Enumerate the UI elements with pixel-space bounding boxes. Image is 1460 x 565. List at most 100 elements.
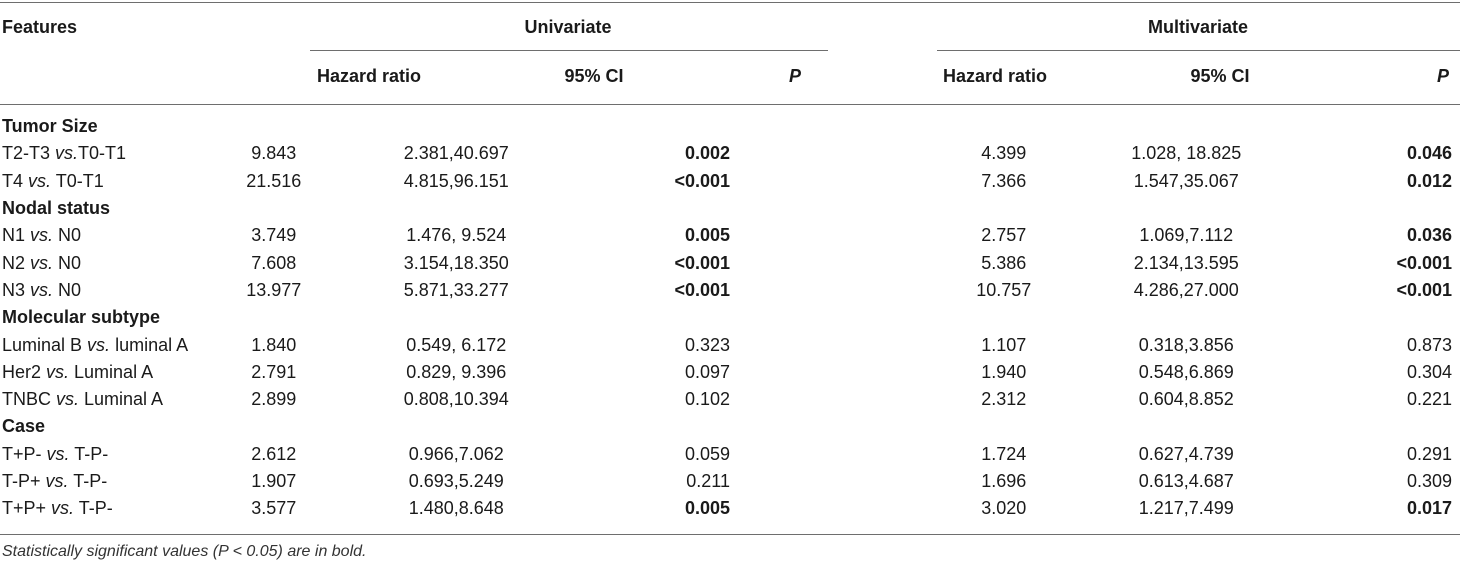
table-row: Luminal B vs. luminal A 1.840 0.549, 6.172… (0, 331, 1460, 358)
feature-reference: T0-T1 (78, 143, 127, 164)
hazard-ratio-multivariate: 1.940 (981, 361, 1027, 382)
p-value-multivariate: 0.309 (1406, 471, 1452, 491)
header-univariate: Univariate (524, 17, 612, 37)
header-hazard-ratio-univariate: Hazard ratio (316, 66, 422, 86)
feature-reference: N0 (53, 279, 82, 300)
ci-univariate: 3.154,18.350 (403, 252, 509, 273)
univariate-group-rule (310, 50, 828, 51)
section-label: Molecular subtype (2, 307, 161, 328)
table-bottom-rule (0, 534, 1460, 535)
table-row: N3 vs. N0 13.977 5.871,33.277 <0.001 10.757 4… (0, 277, 1460, 304)
p-value-multivariate: 0.304 (1406, 361, 1452, 382)
feature-name: T-P+ (2, 471, 46, 491)
column-gap (730, 441, 913, 468)
p-value-multivariate: 0.046 (1406, 143, 1452, 164)
p-value-univariate: 0.005 (684, 225, 730, 246)
p-value-univariate: 0.097 (684, 361, 730, 382)
table-body: Tumor Size T2-T3 vs.T0-T1 9.843 2.381,40.69… (0, 113, 1460, 522)
p-value-multivariate: <0.001 (1396, 279, 1452, 300)
column-gap (730, 331, 913, 358)
column-gap (730, 222, 913, 249)
column-gap (730, 168, 913, 195)
ci-multivariate: 2.134,13.595 (1133, 252, 1239, 273)
feature-vs: vs. (51, 498, 75, 519)
feature-cell: T4 vs. T0-T1 (0, 168, 183, 195)
feature-reference: N0 (53, 252, 82, 273)
header-hazard-ratio-multivariate: Hazard ratio (942, 66, 1048, 86)
table-row: N1 vs. N0 3.749 1.476, 9.524 0.005 2.757 1.06… (0, 222, 1460, 249)
ci-univariate: 4.815,96.151 (403, 170, 509, 191)
section-row: Molecular subtype (0, 304, 1460, 331)
column-gap (730, 495, 913, 522)
ci-univariate: 0.966,7.062 (408, 443, 504, 464)
table-footnote: Statistically significant values (P < 0.… (2, 543, 367, 560)
hazard-ratio-multivariate: 2.757 (981, 225, 1027, 246)
feature-reference: Luminal A (79, 389, 164, 410)
section-row: Tumor Size (0, 113, 1460, 140)
feature-vs: vs. (46, 361, 70, 382)
header-ci-univariate: 95% CI (564, 66, 624, 86)
ci-multivariate: 0.548,6.869 (1138, 361, 1234, 382)
section-label: Nodal status (2, 198, 111, 219)
feature-cell: N3 vs. N0 (0, 277, 183, 304)
feature-cell: N1 vs. N0 (0, 222, 183, 249)
multivariate-group-rule (937, 50, 1460, 51)
hazard-ratio-multivariate: 1.107 (981, 334, 1027, 355)
feature-reference: T0-T1 (51, 170, 104, 191)
p-value-univariate: 0.005 (684, 498, 730, 519)
section-label: Tumor Size (2, 116, 98, 137)
hazard-ratio-univariate: 7.608 (251, 252, 297, 273)
section-row: Nodal status (0, 195, 1460, 222)
hazard-ratio-multivariate: 1.724 (981, 443, 1027, 464)
feature-name: T+P- (2, 443, 47, 464)
feature-vs: vs. (30, 252, 54, 273)
table-top-rule (0, 2, 1460, 3)
feature-vs: vs. (45, 471, 69, 491)
feature-name: T+P+ (2, 498, 52, 519)
ci-univariate: 0.549, 6.172 (406, 334, 507, 355)
column-gap (730, 359, 913, 386)
feature-vs: vs. (28, 170, 52, 191)
feature-cell: T2-T3 vs.T0-T1 (0, 140, 183, 167)
feature-name: TNBC (2, 389, 56, 410)
header-bottom-rule (0, 104, 1460, 105)
feature-vs: vs. (46, 443, 70, 464)
p-value-univariate: 0.211 (686, 471, 730, 491)
p-value-multivariate: 0.873 (1406, 334, 1452, 355)
table-row: T2-T3 vs.T0-T1 9.843 2.381,40.697 0.002 4.39… (0, 140, 1460, 167)
table-row: T+P- vs. T-P- 2.612 0.966,7.062 0.059 1.724 0… (0, 441, 1460, 468)
feature-name: Luminal B (2, 334, 88, 355)
feature-vs: vs. (30, 279, 54, 300)
hazard-ratio-univariate: 1.840 (251, 334, 297, 355)
hazard-ratio-univariate: 2.899 (251, 389, 297, 410)
feature-name: N3 (2, 279, 31, 300)
feature-name: N2 (2, 252, 31, 273)
hazard-ratio-univariate: 21.516 (246, 170, 302, 191)
column-gap (730, 386, 913, 413)
ci-multivariate: 0.318,3.856 (1138, 334, 1234, 355)
header-p-univariate: P (788, 66, 802, 86)
ci-univariate: 1.480,8.648 (408, 498, 504, 519)
p-value-multivariate: 0.017 (1406, 498, 1452, 519)
ci-multivariate: 1.547,35.067 (1133, 170, 1239, 191)
feature-cell: Her2 vs. Luminal A (0, 359, 183, 386)
feature-reference: T-P- (74, 498, 113, 519)
feature-vs: vs. (56, 389, 80, 410)
hazard-ratio-multivariate: 4.399 (981, 143, 1027, 164)
feature-vs: vs. (55, 143, 79, 164)
header-p-multivariate: P (1436, 66, 1450, 86)
column-gap (730, 249, 913, 276)
hazard-ratio-multivariate: 7.366 (981, 170, 1027, 191)
table-row: TNBC vs. Luminal A 2.899 0.808,10.394 0.102… (0, 386, 1460, 413)
p-value-univariate: 0.323 (684, 334, 730, 355)
feature-cell: N2 vs. N0 (0, 249, 183, 276)
ci-multivariate: 0.604,8.852 (1138, 389, 1234, 410)
feature-reference: T-P- (69, 443, 109, 464)
ci-multivariate: 0.613,4.687 (1138, 471, 1234, 491)
table-row: Her2 vs. Luminal A 2.791 0.829, 9.396 0.097… (0, 359, 1460, 386)
ci-multivariate: 1.217,7.499 (1138, 498, 1234, 519)
feature-cell: Luminal B vs. luminal A (0, 331, 188, 358)
ci-multivariate: 1.069,7.112 (1139, 225, 1234, 246)
p-value-multivariate: <0.001 (1396, 252, 1452, 273)
feature-name: T2-T3 (2, 143, 56, 164)
